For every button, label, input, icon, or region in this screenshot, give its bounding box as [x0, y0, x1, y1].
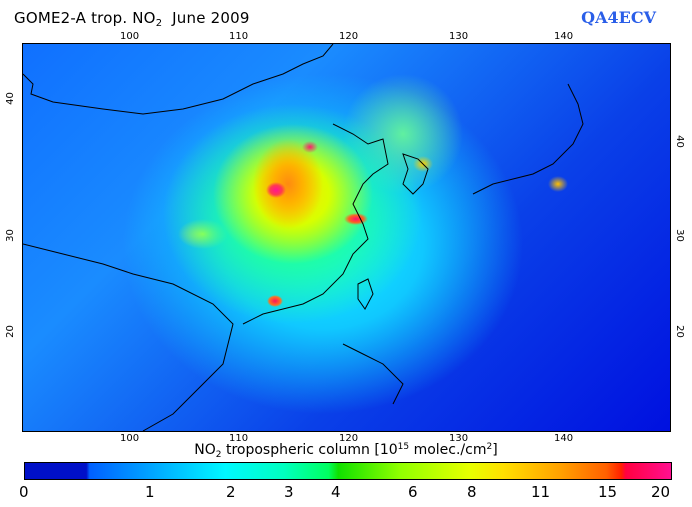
no2-map [22, 43, 671, 432]
colorbar [24, 462, 672, 480]
cb-title-sub: 2 [215, 450, 222, 460]
title-date: June 2009 [162, 9, 250, 27]
x-tick-bottom: 130 [449, 433, 469, 444]
y-tick-right: 20 [673, 325, 685, 338]
colorbar-title: NO2 tropospheric column [1015 molec./cm2… [0, 442, 692, 460]
cb-title-sup: 2 [486, 442, 493, 452]
y-tick-left: 30 [4, 229, 16, 242]
x-tick-top: 110 [229, 31, 249, 42]
y-tick-left: 40 [4, 92, 16, 105]
colorbar-label: 8 [467, 483, 477, 501]
x-tick-bottom: 110 [229, 433, 249, 444]
x-tick-bottom: 120 [339, 433, 359, 444]
cb-title-part: tropospheric column [10 [221, 442, 398, 458]
colorbar-label: 11 [531, 483, 551, 501]
y-tick-left: 20 [4, 325, 16, 338]
x-tick-top: 100 [120, 31, 140, 42]
cb-title-part: NO [194, 442, 216, 458]
colorbar-label: 6 [408, 483, 418, 501]
x-tick-top: 140 [554, 31, 574, 42]
x-tick-bottom: 140 [554, 433, 574, 444]
colorbar-label: 0 [19, 483, 29, 501]
coastline-overlay [23, 44, 584, 431]
x-tick-top: 130 [449, 31, 469, 42]
cb-title-sup: 15 [397, 442, 410, 452]
colorbar-label: 1 [145, 483, 155, 501]
cb-title-part: molec./cm [409, 442, 487, 458]
colorbar-label: 20 [651, 483, 671, 501]
colorbar-label: 2 [226, 483, 236, 501]
y-tick-right: 40 [673, 135, 685, 148]
title-text: GOME2-A trop. NO [14, 9, 156, 27]
cb-title-part: ] [492, 442, 498, 458]
title-subscript: 2 [155, 18, 163, 29]
x-tick-bottom: 100 [120, 433, 140, 444]
colorbar-label: 3 [284, 483, 294, 501]
colorbar-label: 15 [598, 483, 618, 501]
map-title: GOME2-A trop. NO2 June 2009 [14, 9, 250, 29]
x-tick-top: 120 [339, 31, 359, 42]
brand-logo: QA4ECV [581, 8, 656, 27]
y-tick-right: 30 [673, 229, 685, 242]
colorbar-label: 4 [331, 483, 341, 501]
